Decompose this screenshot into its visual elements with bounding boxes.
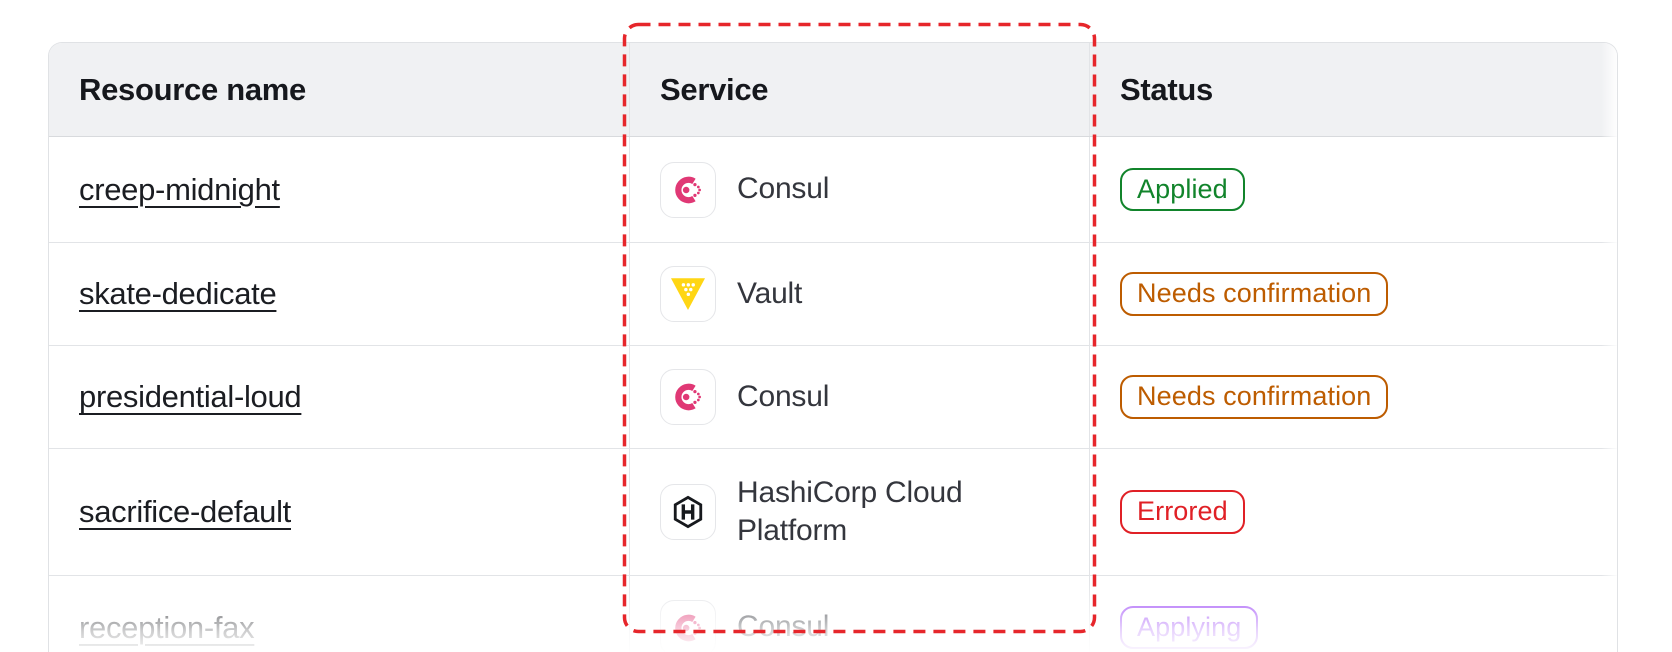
service-cell: Consul [629,576,1089,652]
consul-icon [660,369,716,425]
status-cell: Needs confirmation [1089,243,1617,345]
table-row: presidential-loud Consul Needs confirmat… [49,346,1617,449]
table-header-row: Resource name Service Status [49,43,1617,137]
resource-name-cell: presidential-loud [49,346,629,448]
service-label: HashiCorp Cloud Platform [737,475,963,547]
vault-icon [660,266,716,322]
resources-table: Resource name Service Status creep-midni… [48,42,1618,652]
hashicorp-icon [660,484,716,540]
service-cell: Consul [629,137,1089,242]
table-row: reception-fax Consul Applying [49,576,1617,652]
resource-name-link[interactable]: creep-midnight [79,171,280,207]
resource-name-cell: creep-midnight [49,137,629,242]
table-body: creep-midnight Consul Applied skate-dedi… [49,137,1617,652]
status-badge: Applying [1120,605,1259,650]
table-row: skate-dedicate Vault Needs confirmation [49,243,1617,346]
resource-name-link[interactable]: sacrifice-default [79,494,291,529]
service-cell: Consul [629,346,1089,448]
service-label: Consul [737,379,830,413]
status-badge: Applied [1120,167,1245,212]
service-label: Vault [737,276,803,310]
service-label: Consul [737,172,830,206]
consul-icon [660,161,716,218]
status-badge: Needs confirmation [1120,375,1389,419]
status-badge: Errored [1120,490,1245,534]
resource-name-link[interactable]: presidential-loud [79,379,302,414]
column-header-service: Service [629,43,1089,136]
status-badge: Needs confirmation [1120,272,1389,316]
resource-name-cell: reception-fax [49,576,629,652]
resource-name-link[interactable]: skate-dedicate [79,276,277,311]
resource-name-link[interactable]: reception-fax [79,609,255,645]
consul-icon [660,599,716,652]
status-cell: Applying [1089,576,1617,652]
resource-name-cell: sacrifice-default [49,449,629,575]
column-header-resource-name: Resource name [79,71,306,107]
status-cell: Needs confirmation [1089,346,1617,448]
column-header-status: Status [1089,43,1617,136]
status-cell: Applied [1089,137,1617,242]
table-row: sacrifice-default HashiCorp Cloud Platfo… [49,449,1617,576]
service-label: Consul [737,610,830,644]
table-row: creep-midnight Consul Applied [49,137,1617,243]
status-cell: Errored [1089,449,1617,575]
resource-name-cell: skate-dedicate [49,243,629,345]
service-cell: Vault [629,243,1089,345]
service-cell: HashiCorp Cloud Platform [629,449,1089,575]
